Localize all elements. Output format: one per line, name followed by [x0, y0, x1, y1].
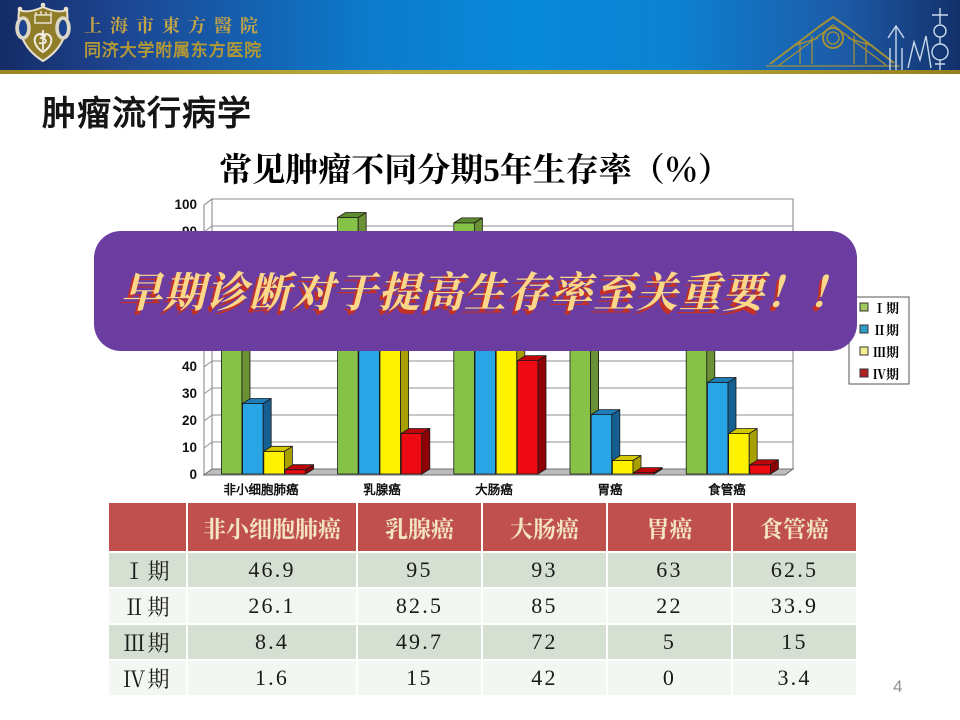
- svg-text:食管癌: 食管癌: [707, 482, 746, 497]
- svg-text:10: 10: [182, 440, 197, 455]
- svg-text:常见肿瘤不同分期5年生存率（％）: 常见肿瘤不同分期5年生存率（％）: [219, 152, 731, 189]
- svg-text:30: 30: [182, 386, 197, 401]
- svg-text:胃癌: 胃癌: [597, 482, 623, 497]
- svg-text:Ⅳ期: Ⅳ期: [873, 367, 899, 382]
- svg-text:乳腺癌: 乳腺癌: [363, 482, 401, 497]
- svg-text:40: 40: [182, 359, 197, 374]
- svg-text:Ⅲ期: Ⅲ期: [873, 345, 899, 360]
- svg-text:非小细胞肺癌: 非小细胞肺癌: [223, 482, 299, 497]
- svg-text:Ⅰ期: Ⅰ期: [873, 301, 899, 316]
- svg-text:大肠癌: 大肠癌: [475, 482, 513, 497]
- svg-text:0: 0: [189, 467, 197, 482]
- svg-text:20: 20: [182, 413, 197, 428]
- svg-text:100: 100: [174, 197, 197, 212]
- svg-text:Ⅱ期: Ⅱ期: [873, 323, 899, 338]
